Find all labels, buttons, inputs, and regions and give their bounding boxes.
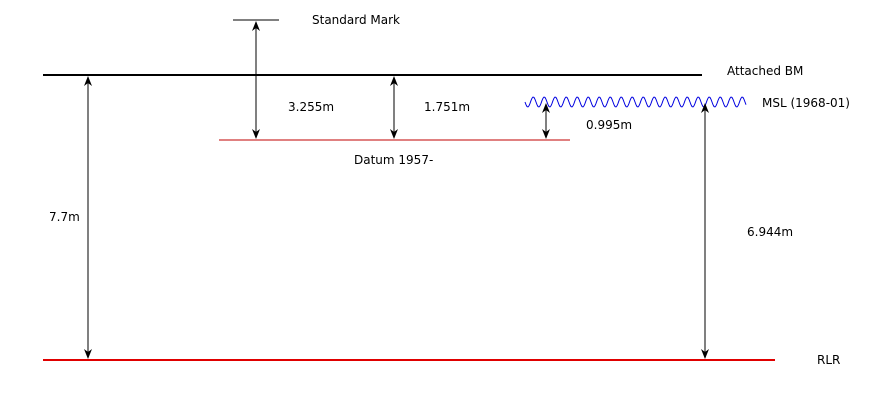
measurement-attached-bm-to-rlr: 7.7m [49, 210, 80, 224]
arrow-attached-bm-to-rlr [84, 76, 92, 359]
measurement-attached-bm-to-datum: 1.751m [424, 100, 470, 114]
measurement-msl-to-datum: 0.995m [586, 118, 632, 132]
arrow-msl-to-datum [542, 103, 550, 139]
rlr-label: RLR [817, 353, 840, 367]
attached-bm-label: Attached BM [727, 64, 803, 78]
standard-mark-label: Standard Mark [312, 13, 400, 27]
measurement-standard-mark-to-datum: 3.255m [288, 100, 334, 114]
measurement-msl-to-rlr: 6.944m [747, 225, 793, 239]
msl-label: MSL (1968-01) [762, 96, 850, 110]
arrow-attached-bm-to-datum [390, 76, 398, 139]
arrow-msl-to-rlr [701, 103, 709, 359]
dimension-arrows [84, 21, 709, 359]
arrow-standard-mark-to-datum [252, 21, 260, 139]
msl-wave-line [524, 96, 747, 108]
datum-label: Datum 1957- [354, 153, 433, 167]
